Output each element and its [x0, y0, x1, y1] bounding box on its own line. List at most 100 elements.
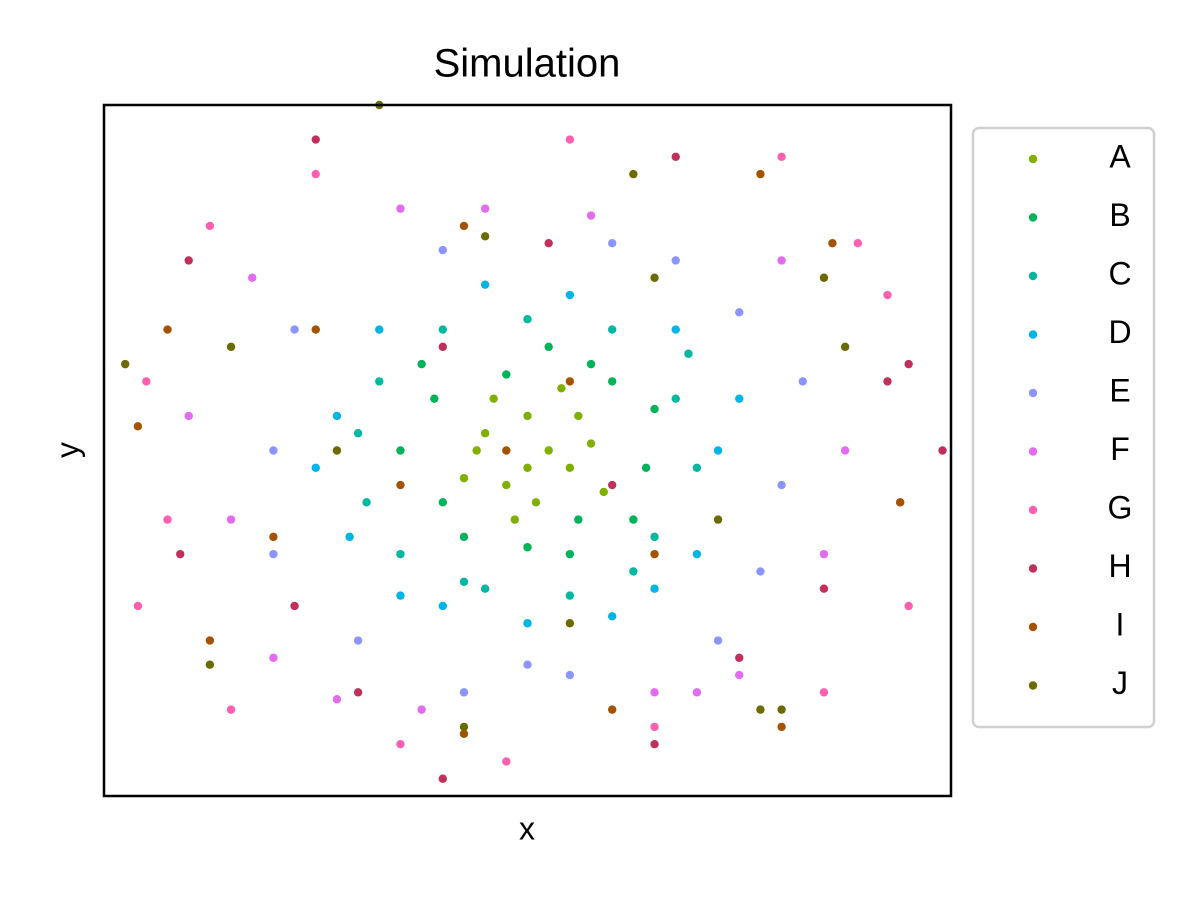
point [565, 463, 575, 472]
point [671, 325, 680, 334]
point [269, 549, 278, 559]
point [735, 308, 744, 317]
point [417, 705, 426, 714]
point [756, 705, 765, 714]
point [713, 636, 723, 645]
point [430, 394, 439, 403]
point [269, 446, 278, 455]
point [502, 480, 511, 490]
point [226, 342, 236, 352]
point [523, 619, 532, 628]
point [502, 370, 511, 379]
point [438, 601, 447, 611]
point [650, 532, 659, 542]
point [608, 705, 617, 714]
point [629, 169, 638, 179]
point [608, 239, 617, 248]
legend-marker [1028, 564, 1038, 573]
legend-label: A [1109, 138, 1131, 174]
point [671, 256, 680, 265]
point [608, 377, 617, 386]
point [883, 290, 892, 300]
point [650, 739, 659, 749]
point [629, 567, 638, 576]
point [438, 245, 447, 255]
point [828, 239, 837, 248]
point [574, 411, 583, 421]
point [269, 653, 278, 662]
legend-box [971, 126, 1156, 729]
point [332, 411, 342, 421]
legend-label: D [1108, 314, 1131, 350]
point [735, 394, 744, 403]
point [629, 515, 638, 524]
point [713, 515, 723, 524]
point [248, 273, 257, 282]
point [586, 211, 596, 220]
point [290, 601, 299, 611]
point [311, 325, 320, 334]
point [205, 660, 215, 669]
legend-label: C [1108, 255, 1131, 291]
point [459, 688, 469, 697]
legend-label: G [1108, 489, 1133, 525]
point [472, 446, 481, 455]
point [895, 498, 905, 507]
point [544, 446, 553, 455]
legend-label: J [1112, 665, 1128, 701]
point [502, 757, 511, 766]
point [226, 515, 236, 524]
point [396, 739, 405, 749]
point [692, 463, 702, 472]
point [692, 549, 702, 559]
plot-points [120, 100, 947, 783]
point [557, 384, 566, 393]
point [459, 473, 469, 483]
point [184, 411, 193, 421]
point [777, 256, 786, 265]
point [840, 342, 850, 352]
point [510, 515, 519, 524]
point [502, 446, 511, 455]
point [565, 670, 575, 680]
point [438, 342, 447, 352]
point [353, 636, 363, 645]
point [586, 359, 596, 369]
point [883, 377, 892, 386]
point [353, 429, 363, 438]
point [650, 404, 659, 414]
legend-marker [1028, 330, 1038, 339]
point [544, 239, 553, 248]
point [853, 239, 863, 248]
point [459, 722, 469, 732]
point [480, 429, 490, 438]
point [480, 232, 490, 241]
point [332, 446, 342, 455]
point [650, 549, 659, 559]
legend-label: B [1109, 197, 1130, 233]
point [480, 204, 490, 213]
point [777, 480, 786, 490]
point [684, 349, 693, 358]
point [819, 688, 829, 697]
plot-frame [102, 103, 953, 798]
point [396, 549, 405, 559]
point [565, 290, 575, 300]
point [438, 325, 447, 334]
point [650, 584, 659, 593]
point [133, 422, 143, 431]
point [311, 463, 320, 472]
point [523, 463, 532, 472]
point [608, 480, 617, 490]
chart-title: Simulation [434, 42, 621, 86]
point [608, 325, 617, 334]
point [269, 532, 278, 542]
point [565, 377, 575, 386]
point [459, 532, 469, 542]
legend-label: F [1110, 431, 1130, 467]
point [713, 446, 723, 455]
point [375, 325, 384, 334]
point [396, 480, 405, 490]
